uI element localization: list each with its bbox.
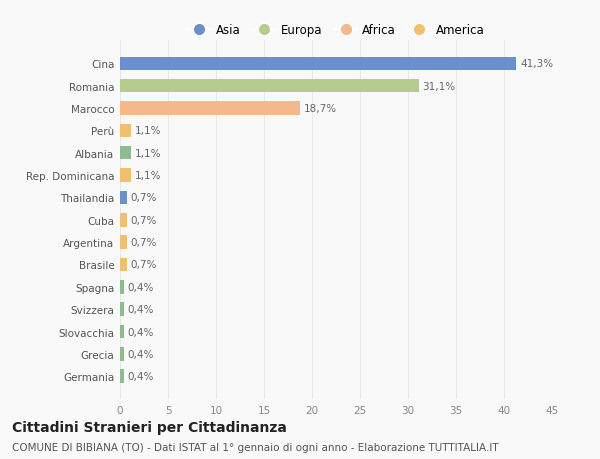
- Text: 0,7%: 0,7%: [131, 215, 157, 225]
- Bar: [120, 280, 124, 294]
- Bar: [120, 169, 131, 182]
- Bar: [120, 325, 124, 338]
- Text: 0,4%: 0,4%: [128, 282, 154, 292]
- Text: 0,7%: 0,7%: [131, 260, 157, 270]
- Bar: [120, 124, 131, 138]
- Text: 0,7%: 0,7%: [131, 193, 157, 203]
- Bar: [120, 102, 299, 116]
- Legend: Asia, Europa, Africa, America: Asia, Europa, Africa, America: [187, 24, 485, 37]
- Text: 1,1%: 1,1%: [134, 126, 161, 136]
- Text: 41,3%: 41,3%: [520, 59, 553, 69]
- Text: 18,7%: 18,7%: [304, 104, 337, 114]
- Text: 0,7%: 0,7%: [131, 238, 157, 247]
- Text: 0,4%: 0,4%: [128, 349, 154, 359]
- Bar: [120, 258, 127, 272]
- Bar: [120, 236, 127, 249]
- Text: COMUNE DI BIBIANA (TO) - Dati ISTAT al 1° gennaio di ogni anno - Elaborazione TU: COMUNE DI BIBIANA (TO) - Dati ISTAT al 1…: [12, 442, 499, 452]
- Bar: [120, 191, 127, 205]
- Bar: [120, 303, 124, 316]
- Bar: [120, 369, 124, 383]
- Text: 0,4%: 0,4%: [128, 304, 154, 314]
- Bar: [120, 213, 127, 227]
- Text: 1,1%: 1,1%: [134, 171, 161, 181]
- Text: 0,4%: 0,4%: [128, 371, 154, 381]
- Bar: [120, 57, 517, 71]
- Text: 0,4%: 0,4%: [128, 327, 154, 337]
- Text: 31,1%: 31,1%: [422, 82, 455, 91]
- Bar: [120, 80, 419, 93]
- Bar: [120, 347, 124, 361]
- Text: Cittadini Stranieri per Cittadinanza: Cittadini Stranieri per Cittadinanza: [12, 420, 287, 434]
- Text: 1,1%: 1,1%: [134, 148, 161, 158]
- Bar: [120, 147, 131, 160]
